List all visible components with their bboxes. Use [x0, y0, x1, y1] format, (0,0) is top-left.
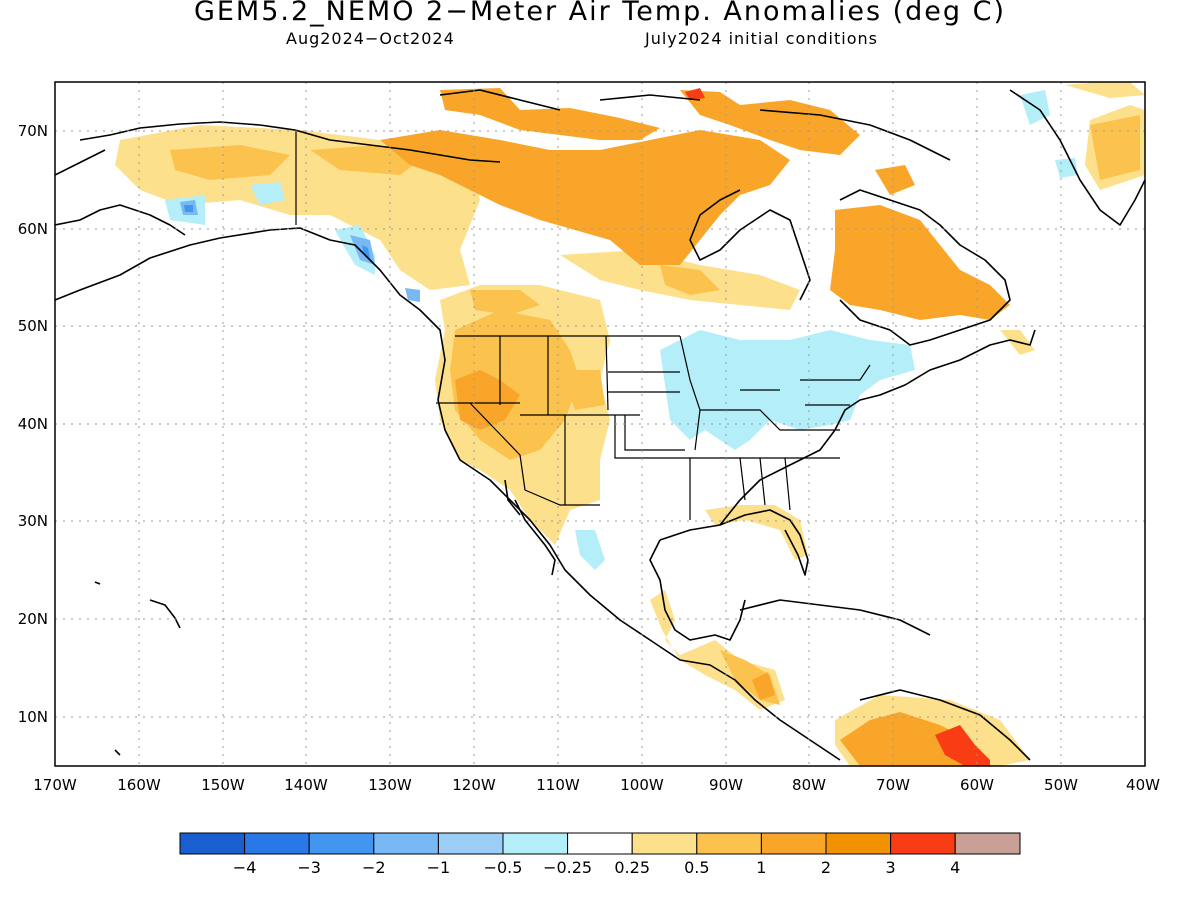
colorbar-swatch [954, 832, 1021, 855]
lon-label: 170W [33, 776, 77, 794]
lon-label: 110W [536, 776, 580, 794]
lat-label: 70N [18, 122, 48, 140]
lon-label: 60W [960, 776, 994, 794]
colorbar-label: 1 [756, 858, 766, 877]
lon-label: 130W [368, 776, 412, 794]
colorbar-swatch [890, 832, 956, 855]
colorbar-swatch [244, 832, 310, 855]
colorbar-label: −4 [233, 858, 257, 877]
lon-label: 80W [792, 776, 826, 794]
colorbar-label: 0.25 [614, 858, 650, 877]
map-title: GEM5.2_NEMO 2−Meter Air Temp. Anomalies … [193, 0, 1007, 27]
colorbar-label: −1 [427, 858, 451, 877]
colorbar-label: 3 [886, 858, 896, 877]
colorbar-swatch [502, 832, 569, 855]
colorbar-swatch [825, 832, 892, 855]
lat-label: 30N [18, 512, 48, 530]
colorbar-swatch [567, 832, 633, 855]
lat-label: 40N [18, 415, 48, 433]
colorbar-swatch [308, 832, 375, 855]
map-frame [54, 81, 1146, 767]
anomaly-field [115, 82, 1145, 766]
colorbar: −4 −3 −2 −1 −0.5 −0.25 0.25 0.5 1 2 3 4 [179, 832, 1021, 877]
colorbar-label: 2 [821, 858, 831, 877]
lon-label: 120W [452, 776, 496, 794]
latitude-labels: 70N 60N 50N 40N 30N 20N 10N [18, 122, 48, 726]
warm-anomaly-strong [380, 88, 1010, 766]
lon-label: 50W [1044, 776, 1078, 794]
colorbar-swatch [437, 832, 504, 855]
lon-label: 160W [117, 776, 161, 794]
lat-label: 50N [18, 317, 48, 335]
graticule [55, 82, 1145, 766]
initial-conditions: July2024 initial conditions [645, 29, 878, 48]
colorbar-label: −0.25 [543, 858, 592, 877]
colorbar-swatch [760, 832, 827, 855]
lon-label: 90W [709, 776, 743, 794]
colorbar-swatch [373, 832, 439, 855]
cool-anomaly-moderate [180, 200, 420, 302]
colorbar-label: −3 [297, 858, 321, 877]
political-borders [295, 130, 871, 520]
colorbar-swatch [179, 832, 246, 855]
colorbar-label: 4 [950, 858, 960, 877]
colorbar-label: −0.5 [484, 858, 523, 877]
cool-anomaly-weak [165, 90, 1078, 570]
colorbar-swatch [696, 832, 762, 855]
lat-label: 60N [18, 220, 48, 238]
lat-label: 10N [18, 708, 48, 726]
lon-label: 70W [876, 776, 910, 794]
forecast-period: Aug2024−Oct2024 [286, 29, 455, 48]
warm-anomaly-very-strong [685, 88, 990, 766]
lon-label: 140W [284, 776, 328, 794]
lon-label: 40W [1126, 776, 1160, 794]
lat-label: 20N [18, 610, 48, 628]
lon-label: 150W [201, 776, 245, 794]
colorbar-swatch [631, 832, 698, 855]
colorbar-label: 0.5 [684, 858, 709, 877]
lon-label: 100W [620, 776, 664, 794]
colorbar-label: −2 [362, 858, 386, 877]
longitude-labels: 170W 160W 150W 140W 130W 120W 110W 100W … [33, 776, 1160, 794]
